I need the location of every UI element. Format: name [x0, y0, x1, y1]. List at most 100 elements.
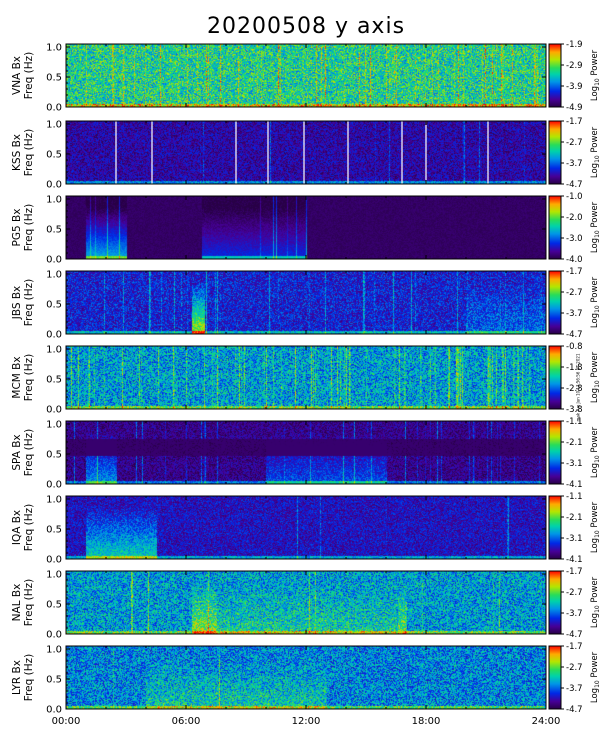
- colorbar: [548, 195, 562, 260]
- colorbar-tick-label: -3.7: [566, 309, 583, 319]
- station-label: SPA Bx: [11, 434, 23, 470]
- spectrogram-image: [66, 346, 546, 409]
- freq-axis-label: Freq (Hz): [23, 354, 35, 401]
- x-tick-label: 00:00: [52, 716, 81, 727]
- x-tick-label: 12:00: [292, 716, 321, 727]
- y-tick-label: 0.5: [46, 450, 62, 461]
- colorbar: [548, 570, 562, 635]
- y-tick-label: 0.5: [46, 73, 62, 84]
- colorbar-label: Log10 Power: [590, 351, 601, 403]
- y-tick-label: 0.0: [46, 630, 62, 641]
- colorbar-tick-label: -3.7: [566, 609, 583, 619]
- freq-axis-label: Freq (Hz): [23, 654, 35, 701]
- colorbar-tick-label: -3.1: [566, 459, 583, 469]
- y-tick-label: 0.0: [46, 330, 62, 341]
- colorbar-tick-label: -2.0: [566, 213, 583, 223]
- x-tick-label: 24:00: [532, 716, 561, 727]
- colorbar-tick-label: -3.7: [566, 159, 583, 169]
- colorbar-label: Log10 Power: [590, 49, 601, 101]
- station-label: NAL Bx: [11, 584, 23, 622]
- colorbar-tick-label: -1.7: [566, 117, 583, 127]
- freq-axis-label: Freq (Hz): [23, 429, 35, 476]
- spectrogram-image: [66, 121, 546, 184]
- colorbar: [548, 120, 562, 185]
- colorbar-tick-label: -4.0: [566, 255, 583, 265]
- spectrogram-image: [66, 196, 546, 259]
- colorbar-tick-label: -4.7: [566, 630, 583, 640]
- colorbar: [548, 43, 562, 108]
- colorbar-tick-label: -2.8: [566, 384, 583, 394]
- y-tick-label: 0.5: [46, 300, 62, 311]
- spectrogram-image: [66, 44, 546, 107]
- colorbar-tick-label: -1.7: [566, 267, 583, 277]
- x-tick-label: 06:00: [172, 716, 201, 727]
- y-tick-label: 0.5: [46, 675, 62, 686]
- station-label: MCM Bx: [11, 356, 23, 398]
- y-tick-label: 0.0: [46, 255, 62, 266]
- colorbar-label: Log10 Power: [590, 651, 601, 703]
- panel-kss: 0.0 0.5 1.0 KSS Bx Freq (Hz) -1.7 -2.7 -3.7 -4.7…: [11, 117, 601, 191]
- colorbar-tick-label: -1.8: [566, 363, 583, 373]
- colorbar: [548, 270, 562, 335]
- station-label: VNA Bx: [11, 56, 23, 95]
- side-note-text: mak Tue Jun 10 13:56:56 UT 2021: [575, 353, 581, 422]
- colorbar-tick-label: -2.1: [566, 438, 583, 448]
- y-tick-label: 0.5: [46, 225, 62, 236]
- colorbar-tick-label: -1.9: [566, 40, 583, 50]
- spectrogram-image: [66, 571, 546, 634]
- y-tick-label: 0.0: [46, 103, 62, 114]
- colorbar: [548, 495, 562, 560]
- colorbar-tick-label: -3.8: [566, 405, 583, 415]
- spectrogram-image: [66, 421, 546, 484]
- y-tick-label: 0.0: [46, 405, 62, 416]
- colorbar-tick-label: -0.8: [566, 342, 583, 352]
- colorbar-label: Log10 Power: [590, 276, 601, 328]
- freq-axis-label: Freq (Hz): [23, 52, 35, 99]
- colorbar-tick-label: -1.7: [566, 567, 583, 577]
- colorbar-tick-label: -3.9: [566, 82, 583, 92]
- colorbar-tick-label: -4.9: [566, 103, 583, 113]
- colorbar-tick-label: -4.7: [566, 330, 583, 340]
- y-tick-label: 1.0: [46, 645, 62, 656]
- y-tick-label: 1.0: [46, 570, 62, 581]
- colorbar: [548, 645, 562, 710]
- y-tick-label: 1.0: [46, 495, 62, 506]
- spectrogram-image: [66, 496, 546, 559]
- x-tick-label: 18:00: [412, 716, 441, 727]
- colorbar-tick-label: -1.1: [566, 417, 583, 427]
- colorbar-tick-label: -4.7: [566, 705, 583, 715]
- y-tick-label: 0.5: [46, 600, 62, 611]
- y-tick-label: 0.0: [46, 705, 62, 716]
- colorbar-label: Log10 Power: [590, 426, 601, 478]
- y-tick-label: 1.0: [46, 420, 62, 431]
- colorbar-tick-label: -2.1: [566, 513, 583, 523]
- colorbar-tick-label: -4.7: [566, 180, 583, 190]
- colorbar-tick-label: -1.0: [566, 192, 583, 202]
- colorbar-tick-label: -1.1: [566, 492, 583, 502]
- y-tick-label: 1.0: [46, 270, 62, 281]
- y-tick-label: 0.0: [46, 555, 62, 566]
- colorbar-tick-label: -2.7: [566, 663, 583, 673]
- colorbar: [548, 345, 562, 410]
- freq-axis-label: Freq (Hz): [23, 579, 35, 626]
- y-tick-label: 0.0: [46, 480, 62, 491]
- panel-lyr: 0.0 0.5 1.0 LYR Bx Freq (Hz) -1.7 -2.7 -3.7 -4.7…: [11, 642, 601, 716]
- y-tick-label: 0.5: [46, 525, 62, 536]
- side-note: mak Tue Jun 10 13:56:56 UT 2021: [575, 330, 609, 450]
- colorbar-tick-label: -2.7: [566, 588, 583, 598]
- panel-nal: 0.0 0.5 1.0 NAL Bx Freq (Hz) -1.7 -2.7 -3.7 -4.7…: [11, 567, 601, 641]
- colorbar-tick-label: -1.7: [566, 642, 583, 652]
- colorbar-tick-label: -3.7: [566, 684, 583, 694]
- panel-spa: 0.0 0.5 1.0 SPA Bx Freq (Hz) -1.1 -2.1 -3.1 -4.1…: [11, 417, 601, 491]
- station-label: JBS Bx: [11, 286, 23, 321]
- y-tick-label: 1.0: [46, 120, 62, 131]
- y-tick-label: 0.5: [46, 150, 62, 161]
- colorbar-label: Log10 Power: [590, 576, 601, 628]
- y-tick-label: 1.0: [46, 43, 62, 54]
- colorbar-label: Log10 Power: [590, 201, 601, 253]
- y-tick-label: 1.0: [46, 195, 62, 206]
- freq-axis-label: Freq (Hz): [23, 204, 35, 251]
- y-tick-label: 1.0: [46, 345, 62, 356]
- station-label: PG5 Bx: [11, 209, 23, 247]
